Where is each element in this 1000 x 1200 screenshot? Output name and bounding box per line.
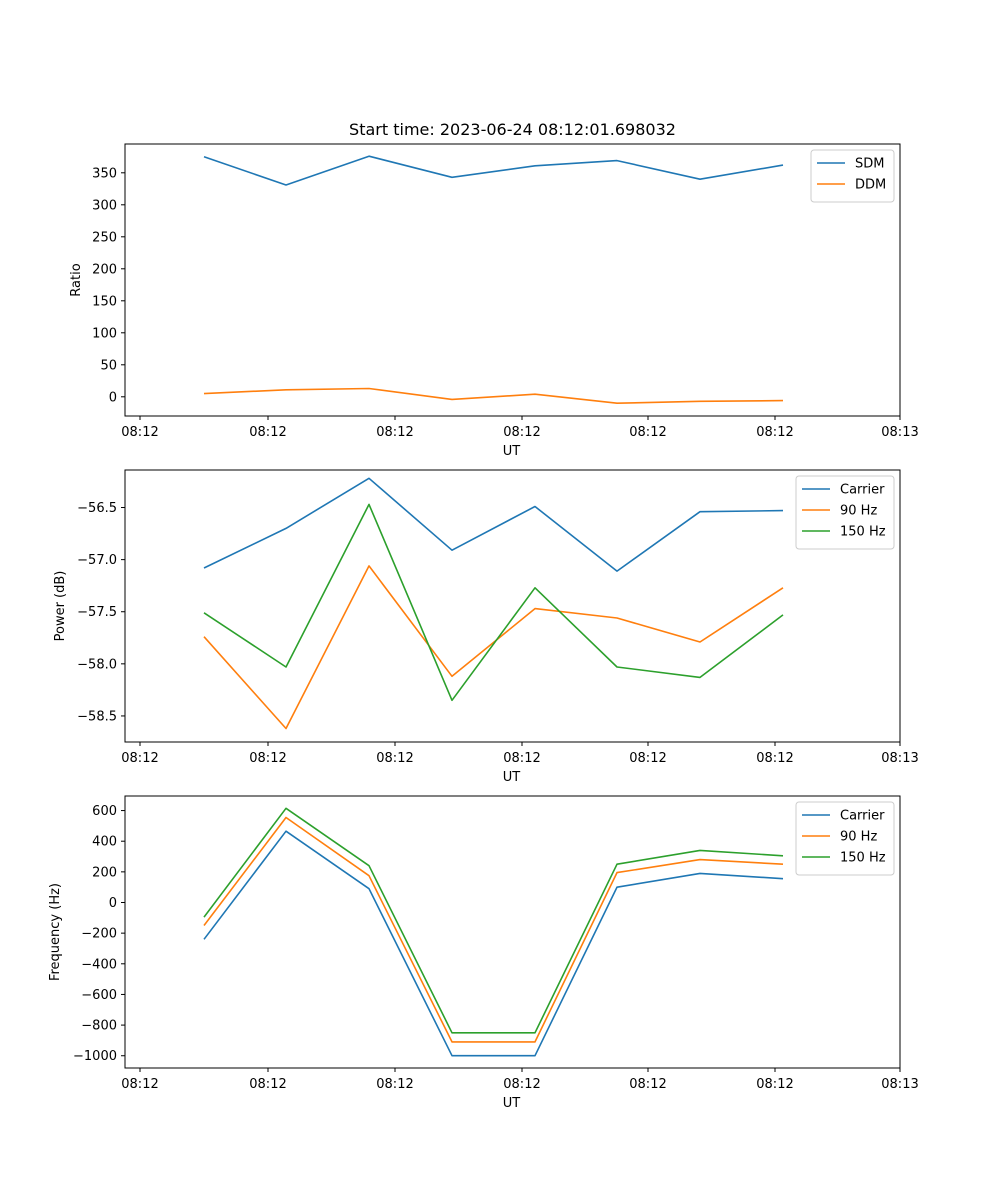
x-tick-label: 08:12	[629, 751, 666, 766]
chart-panel-1: Start time: 2023-06-24 08:12:01.698032 08…	[69, 120, 919, 459]
x-tick-label: 08:12	[503, 1077, 540, 1092]
y-tick-label: 0	[109, 390, 117, 405]
y-axis-label: Ratio	[69, 263, 84, 296]
x-tick-label: 08:12	[503, 751, 540, 766]
x-tick-label: 08:12	[249, 425, 286, 440]
y-tick-label: 50	[100, 358, 117, 373]
y-tick-label: 350	[92, 166, 117, 181]
x-axis-label: UT	[503, 444, 521, 459]
series-line-sdm	[203, 155, 784, 186]
y-axis-label: Power (dB)	[53, 571, 68, 642]
plot-frame	[124, 143, 901, 417]
y-tick-label: 600	[92, 804, 117, 819]
legend-label: DDM	[855, 178, 886, 193]
legend-label: Carrier	[840, 809, 885, 824]
x-tick-label: 08:12	[629, 425, 666, 440]
x-tick-label: 08:12	[756, 1077, 793, 1092]
x-tick-label: 08:12	[756, 751, 793, 766]
x-tick-label: 08:12	[376, 1077, 413, 1092]
y-tick-label: −800	[81, 1019, 117, 1034]
x-tick-label: 08:12	[249, 751, 286, 766]
series-line-carrier	[203, 830, 784, 1057]
x-tick-label: 08:12	[376, 425, 413, 440]
plot-frame	[124, 795, 901, 1069]
x-tick-label: 08:12	[629, 1077, 666, 1092]
chart-panel-2: 08:12 08:12 08:12 08:12 08:12 08:12 08:13 UT −58…	[53, 469, 919, 785]
y-tick-label: 0	[109, 896, 117, 911]
y-tick-label: −200	[81, 927, 117, 942]
legend-label: 90 Hz	[840, 504, 877, 519]
legend: Carrier 90 Hz 150 Hz	[795, 475, 895, 550]
series-line-150-hz	[203, 503, 784, 702]
x-tick-label: 08:12	[756, 425, 793, 440]
y-tick-label: 300	[92, 198, 117, 213]
y-tick-label: 150	[92, 294, 117, 309]
y-tick-label: −57.0	[77, 553, 117, 568]
y-tick-label: −58.0	[77, 657, 117, 672]
x-tick-label: 08:12	[121, 425, 158, 440]
chart-title: Start time: 2023-06-24 08:12:01.698032	[349, 120, 676, 139]
y-tick-label: −400	[81, 957, 117, 972]
y-tick-label: −600	[81, 988, 117, 1003]
plot-frame	[124, 469, 901, 743]
x-tick-label: 08:12	[121, 1077, 158, 1092]
y-axis-label: Frequency (Hz)	[48, 883, 63, 981]
series-line-90-hz	[203, 816, 784, 1043]
x-tick-label: 08:12	[503, 425, 540, 440]
y-tick-label: 200	[92, 262, 117, 277]
x-tick-label: 08:12	[376, 751, 413, 766]
y-tick-label: −1000	[73, 1049, 117, 1064]
x-tick-label: 08:13	[881, 1077, 918, 1092]
y-tick-label: 250	[92, 230, 117, 245]
y-tick-label: −58.5	[77, 709, 117, 724]
legend: Carrier 90 Hz 150 Hz	[795, 801, 895, 876]
x-axis-label: UT	[503, 1096, 521, 1111]
y-tick-label: −56.5	[77, 501, 117, 516]
x-axis-label: UT	[503, 770, 521, 785]
series-line-ddm	[203, 387, 784, 405]
legend-label: 150 Hz	[840, 525, 886, 540]
legend: SDM DDM	[810, 149, 895, 203]
chart-panel-3: 08:12 08:12 08:12 08:12 08:12 08:12 08:13 UT −10…	[48, 795, 919, 1111]
legend-label: 90 Hz	[840, 830, 877, 845]
x-tick-label: 08:13	[881, 751, 918, 766]
y-tick-label: 400	[92, 835, 117, 850]
series-line-carrier	[203, 477, 784, 572]
x-tick-label: 08:12	[121, 751, 158, 766]
legend-label: SDM	[855, 157, 884, 172]
y-tick-label: 200	[92, 865, 117, 880]
x-tick-label: 08:13	[881, 425, 918, 440]
y-tick-label: −57.5	[77, 605, 117, 620]
legend-label: 150 Hz	[840, 851, 886, 866]
y-tick-label: 100	[92, 326, 117, 341]
series-line-90-hz	[203, 565, 784, 730]
legend-label: Carrier	[840, 483, 885, 498]
series-line-150-hz	[203, 807, 784, 1034]
x-tick-label: 08:12	[249, 1077, 286, 1092]
